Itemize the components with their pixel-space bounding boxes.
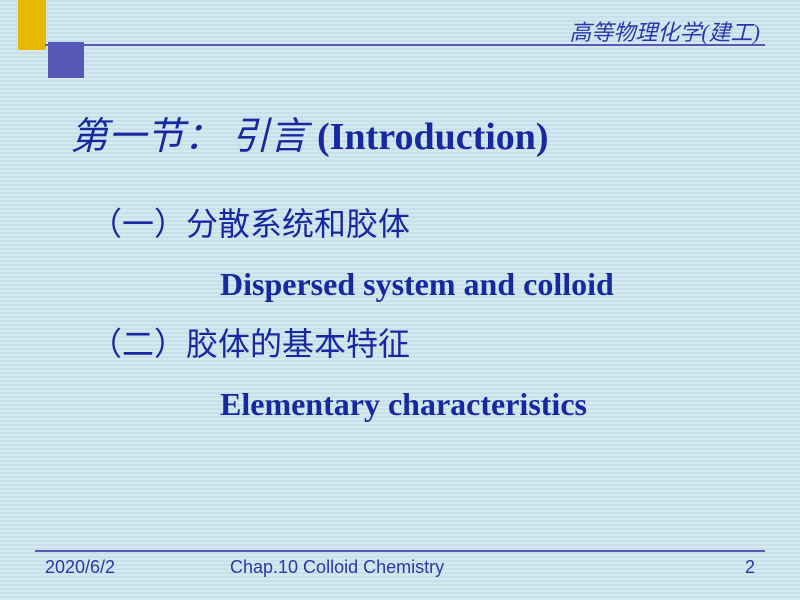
footer-date: 2020/6/2 [45, 557, 115, 578]
item-2-number: （二） [90, 326, 186, 362]
item-1-number: （一） [90, 206, 186, 242]
item-2-subtitle: Elementary characteristics [90, 380, 760, 428]
yellow-accent-square [18, 0, 46, 50]
blue-accent-square [48, 42, 84, 78]
footer-chapter: Chap.10 Colloid Chemistry [230, 557, 444, 578]
course-name: 高等物理化学(建工) [569, 15, 760, 47]
section-title-cn: 引言 [232, 116, 308, 158]
footer-page-number: 2 [745, 557, 755, 578]
item-1-title-cn: 分散系统和胶体 [186, 206, 410, 242]
footer-divider [35, 550, 765, 552]
item-1-subtitle: Dispersed system and colloid [90, 260, 760, 308]
item-1-heading: （一）分散系统和胶体 [90, 200, 760, 248]
section-number: 第一节： [70, 116, 222, 158]
item-2-title-cn: 胶体的基本特征 [186, 326, 410, 362]
section-title-en: (Introduction) [317, 116, 549, 158]
item-2-heading: （二）胶体的基本特征 [90, 320, 760, 368]
content-area: （一）分散系统和胶体 Dispersed system and colloid … [90, 200, 760, 440]
footer: 2020/6/2 Chap.10 Colloid Chemistry 2 [0, 557, 800, 582]
slide-title: 第一节： 引言 (Introduction) [70, 105, 549, 160]
